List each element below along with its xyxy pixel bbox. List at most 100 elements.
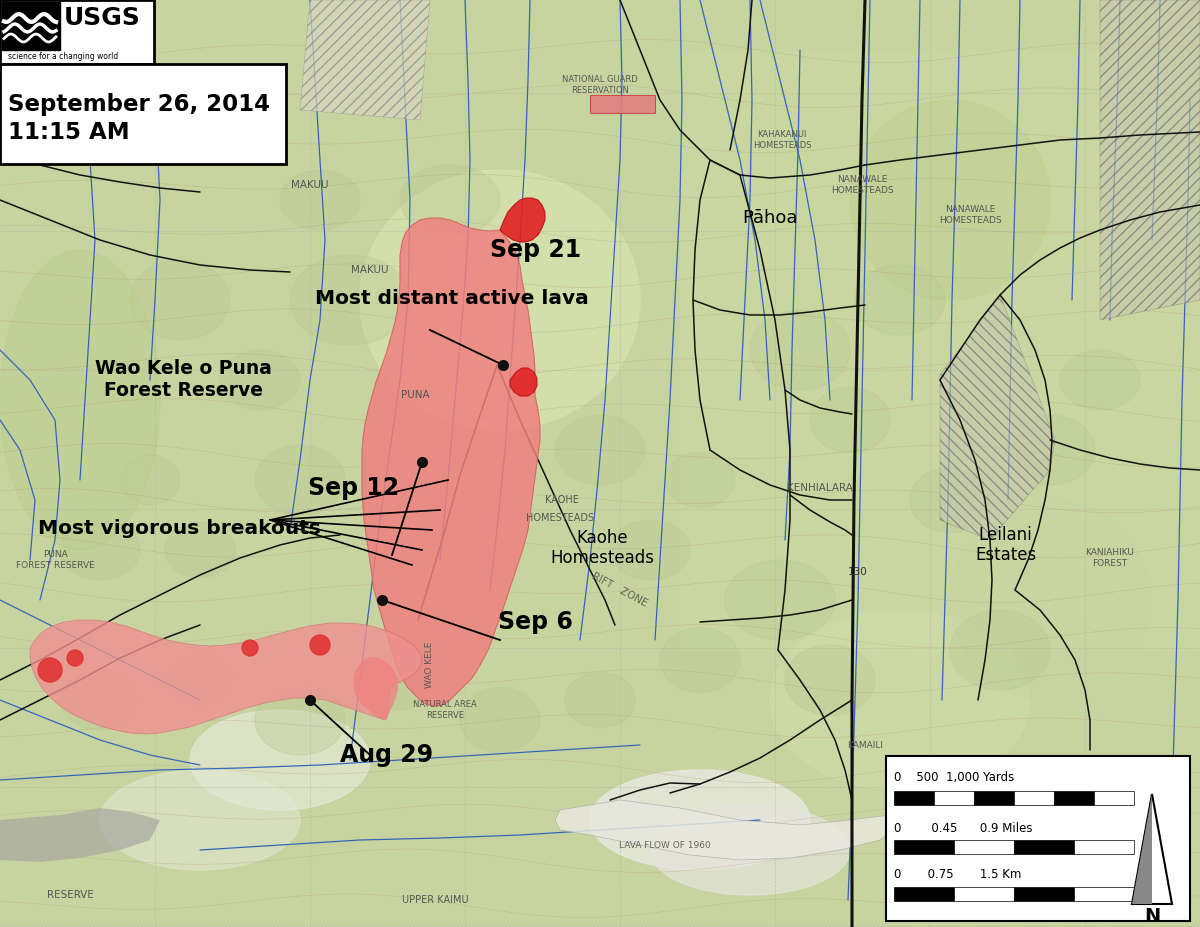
Polygon shape [0,808,160,862]
Ellipse shape [460,688,540,753]
Ellipse shape [610,520,690,580]
Polygon shape [30,620,422,734]
Ellipse shape [590,770,810,870]
Ellipse shape [166,653,235,707]
Ellipse shape [950,610,1050,690]
Bar [886,756,1190,921]
Text: PUNA
FOREST RESERVE: PUNA FOREST RESERVE [16,551,95,570]
Text: Most vigorous breakouts: Most vigorous breakouts [38,518,320,538]
Text: Most distant active lava: Most distant active lava [314,288,589,308]
Text: USGS: USGS [64,6,140,30]
Text: 130: 130 [848,567,868,577]
Ellipse shape [750,310,850,390]
Text: Leilani
Estates: Leilani Estates [974,526,1037,565]
Text: NANAWALE
HOMESTEADS: NANAWALE HOMESTEADS [830,175,893,195]
Text: UPPER KAIMU: UPPER KAIMU [402,895,468,905]
Text: 0       0.75       1.5 Km: 0 0.75 1.5 Km [894,869,1021,882]
Text: Sep 12: Sep 12 [308,476,400,500]
Text: 0    500  1,000 Yards: 0 500 1,000 Yards [894,771,1014,784]
Text: PUNA: PUNA [401,390,430,400]
Bar [954,840,1014,854]
Ellipse shape [130,260,230,340]
Ellipse shape [650,805,850,895]
Ellipse shape [770,610,1030,790]
Text: September 26, 2014: September 26, 2014 [8,93,270,116]
Text: KANIAHIKU
FOREST: KANIAHIKU FOREST [1086,548,1134,567]
Polygon shape [1132,794,1152,904]
Bar [974,791,1014,805]
Circle shape [67,650,83,666]
Ellipse shape [166,523,235,578]
Bar [894,840,954,854]
Bar [1074,887,1134,901]
Ellipse shape [400,165,500,235]
Bar [0,0,154,64]
Text: LAVA FLOW OF 1960: LAVA FLOW OF 1960 [619,841,710,849]
Polygon shape [500,198,545,242]
Ellipse shape [854,265,946,335]
Text: N: N [1144,907,1160,925]
Polygon shape [1100,0,1200,320]
Ellipse shape [0,250,160,550]
Text: KAOHE: KAOHE [545,495,578,505]
Text: RIFT   ZONE: RIFT ZONE [590,571,649,609]
Text: 0        0.45      0.9 Miles: 0 0.45 0.9 Miles [894,821,1032,834]
Ellipse shape [360,170,640,430]
Text: HOMESTEADS: HOMESTEADS [526,513,594,523]
Bar [1014,791,1054,805]
Ellipse shape [660,628,740,692]
Bar [894,791,934,805]
Text: 11:15 AM: 11:15 AM [8,121,130,144]
Ellipse shape [280,170,360,230]
Polygon shape [300,0,430,120]
Ellipse shape [850,100,1050,300]
Text: Wao Kele o Puna
Forest Reserve: Wao Kele o Puna Forest Reserve [95,360,272,400]
Ellipse shape [256,685,346,755]
Text: WAO KELE: WAO KELE [426,641,434,688]
Circle shape [310,635,330,655]
Polygon shape [362,218,540,706]
Text: NANAWALE
HOMESTEADS: NANAWALE HOMESTEADS [938,205,1001,224]
Text: Aug 29: Aug 29 [340,743,433,767]
Polygon shape [0,0,100,90]
Bar [894,887,954,901]
Polygon shape [554,800,900,860]
Text: Sep 6: Sep 6 [498,610,572,634]
Circle shape [242,640,258,656]
Ellipse shape [190,710,370,810]
Ellipse shape [365,650,436,710]
Ellipse shape [100,770,300,870]
Bar [1074,840,1134,854]
Bar [954,887,1014,901]
Ellipse shape [725,560,835,640]
Text: Kaohe
Homesteads: Kaohe Homesteads [550,528,654,567]
Text: science for a changing world: science for a changing world [8,52,119,60]
Text: NATURAL AREA
RESERVE: NATURAL AREA RESERVE [413,700,476,719]
Ellipse shape [1006,415,1096,485]
Ellipse shape [785,645,875,715]
Text: Pāhoa: Pāhoa [742,209,798,227]
Ellipse shape [60,520,140,580]
Ellipse shape [120,455,180,505]
Polygon shape [353,657,398,720]
Circle shape [38,658,62,682]
Ellipse shape [950,500,1150,700]
Ellipse shape [665,452,734,507]
Ellipse shape [256,445,346,515]
Text: RESERVE: RESERVE [47,890,94,900]
Text: KAMAILI: KAMAILI [847,741,883,750]
Bar [0,64,286,164]
Bar [934,791,974,805]
Text: Sep 21: Sep 21 [490,238,581,262]
Bar [1014,840,1074,854]
Text: NATIONAL GUARD
RESERVATION: NATIONAL GUARD RESERVATION [562,75,638,95]
Text: MAKUU: MAKUU [292,180,329,190]
Ellipse shape [910,467,990,532]
Polygon shape [510,368,538,396]
Ellipse shape [554,415,646,485]
Text: KENHIALARA: KENHIALARA [787,483,853,493]
Bar [680,50,1200,650]
Text: KAHAKANUI
HOMESTEADS: KAHAKANUI HOMESTEADS [752,131,811,149]
Text: MAKUU: MAKUU [352,265,389,275]
Ellipse shape [1060,350,1140,410]
